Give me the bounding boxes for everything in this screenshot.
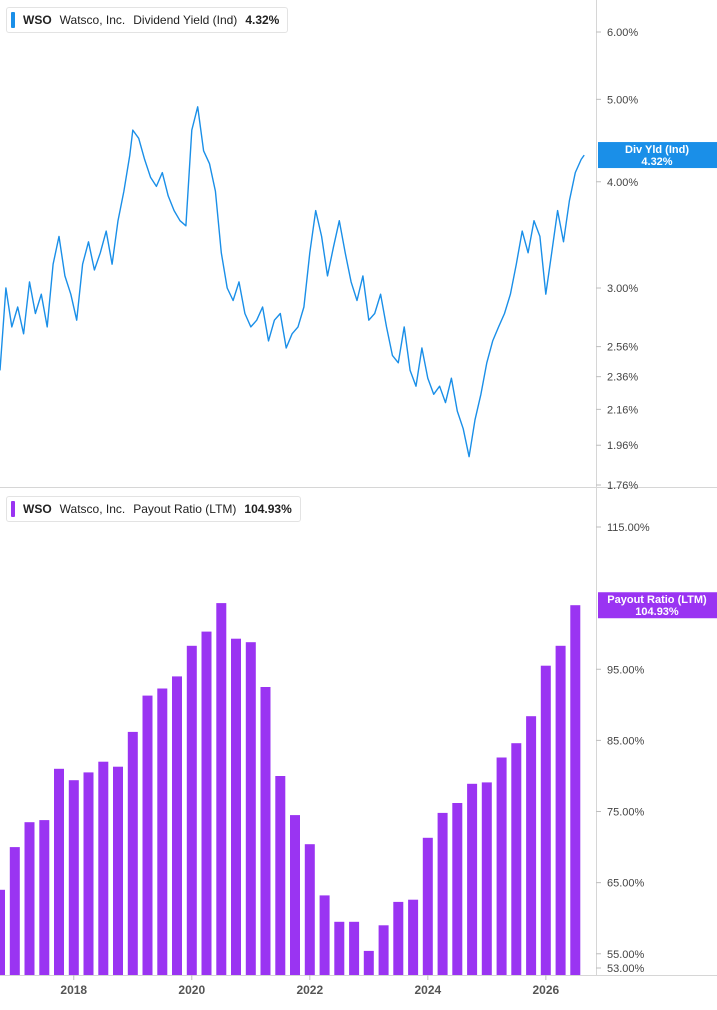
y-tick-label: 65.00% — [607, 878, 645, 890]
payout-ratio-bar — [127, 731, 138, 975]
payout-ratio-bar — [422, 837, 433, 975]
payout-ratio-bar — [290, 815, 300, 975]
y-tick-label: 1.96% — [607, 440, 638, 452]
payout-ratio-bar — [83, 772, 94, 975]
payout-ratio-tag-title: Payout Ratio (LTM) — [607, 594, 707, 606]
payout-ratio-bar — [540, 665, 551, 975]
payout-ratio-value-tag — [598, 592, 717, 619]
legend-value: 4.32% — [245, 13, 280, 27]
payout-ratio-bar — [245, 642, 256, 975]
payout-ratio-bar — [452, 803, 463, 975]
legend-metric: Dividend Yield (Ind) — [133, 13, 238, 27]
legend-swatch-payout-ratio — [11, 501, 15, 517]
payout-ratio-tag-value: 104.93% — [635, 606, 679, 618]
legend-ticker: WSO — [23, 502, 52, 516]
payout-ratio-bar — [9, 847, 20, 975]
dividend-yield-line — [0, 106, 585, 458]
x-tick-label: 2020 — [178, 983, 205, 997]
axes-layer — [0, 0, 717, 980]
y-tick-label: 2.36% — [607, 372, 638, 384]
payout-ratio-bar — [24, 822, 35, 975]
payout-ratio-bar — [39, 820, 50, 975]
x-tick-label: 2018 — [60, 983, 87, 997]
payout-ratio-bar — [570, 605, 581, 975]
payout-ratio-bar — [186, 645, 197, 975]
dividend-yield-value-tag — [598, 142, 717, 169]
label-layer: 6.00% 5.00% 4.00% 3.00% 2.56% 2.36% 2.16% 1.96%… — [60, 27, 717, 997]
x-tick-label: 2022 — [296, 983, 323, 997]
legend-company: Watsco, Inc. — [59, 502, 126, 516]
payout-ratio-bar — [408, 899, 419, 975]
payout-ratio-bar — [378, 925, 389, 975]
payout-ratio-bar — [0, 889, 5, 975]
payout-ratio-bar — [363, 950, 374, 975]
payout-ratio-bar — [511, 743, 522, 975]
y-tick-label: 2.16% — [607, 404, 638, 416]
legend-value: 104.93% — [244, 502, 292, 516]
payout-ratio-bar — [334, 921, 345, 975]
payout-ratio-bar — [98, 761, 109, 975]
payout-ratio-bar — [526, 716, 537, 975]
payout-ratio-bar — [349, 921, 360, 975]
y-tick-label: 5.00% — [607, 94, 638, 106]
payout-ratio-bar — [260, 687, 271, 975]
payout-ratio-bar — [231, 638, 241, 975]
payout-ratio-bar — [393, 901, 404, 975]
payout-ratio-bar — [555, 645, 566, 975]
y-tick-label: 55.00% — [607, 949, 645, 961]
dividend-yield-tag-title: Div Yld (Ind) — [625, 144, 689, 156]
dividend-yield-tag-value: 4.32% — [641, 156, 672, 168]
y-tick-label: 1.76% — [607, 480, 638, 492]
legend-swatch-dividend-yield — [11, 12, 15, 28]
payout-ratio-bar — [157, 688, 168, 975]
y-tick-label: 75.00% — [607, 807, 645, 819]
y-tick-label: 3.00% — [607, 283, 638, 295]
y-tick-label: 95.00% — [607, 664, 645, 676]
y-tick-label: 115.00% — [607, 522, 650, 534]
legend-ticker: WSO — [23, 13, 52, 27]
y-tick-label: 53.00% — [607, 963, 645, 975]
legend-dividend-yield: WSO Watsco, Inc. Dividend Yield (Ind) 4.… — [6, 7, 289, 33]
payout-ratio-bar — [54, 768, 64, 975]
legend-metric: Payout Ratio (LTM) — [133, 502, 237, 516]
payout-ratio-bar — [467, 783, 478, 975]
payout-ratio-bar — [68, 780, 79, 975]
y-tick-label: 85.00% — [607, 735, 645, 747]
payout-ratio-bar — [304, 844, 315, 975]
x-tick-label: 2024 — [414, 983, 441, 997]
payout-ratio-bar — [216, 603, 227, 975]
legend-payout-ratio: WSO Watsco, Inc. Payout Ratio (LTM) 104.… — [6, 496, 301, 522]
payout-ratio-bar — [481, 782, 492, 975]
payout-ratio-bar — [275, 776, 286, 975]
payout-ratio-bar — [142, 695, 153, 975]
x-tick-label: 2026 — [532, 983, 559, 997]
y-tick-label: 6.00% — [607, 27, 638, 39]
payout-ratio-bar — [437, 812, 448, 975]
payout-ratio-bar — [496, 757, 507, 975]
series-layer — [0, 106, 585, 975]
y-tick-label: 4.00% — [607, 177, 638, 189]
payout-ratio-bar — [201, 631, 212, 975]
legend-company: Watsco, Inc. — [59, 13, 126, 27]
payout-ratio-bar — [113, 766, 123, 975]
payout-ratio-bar — [172, 676, 182, 975]
y-tick-label: 2.56% — [607, 342, 638, 354]
payout-ratio-bar — [319, 895, 330, 975]
